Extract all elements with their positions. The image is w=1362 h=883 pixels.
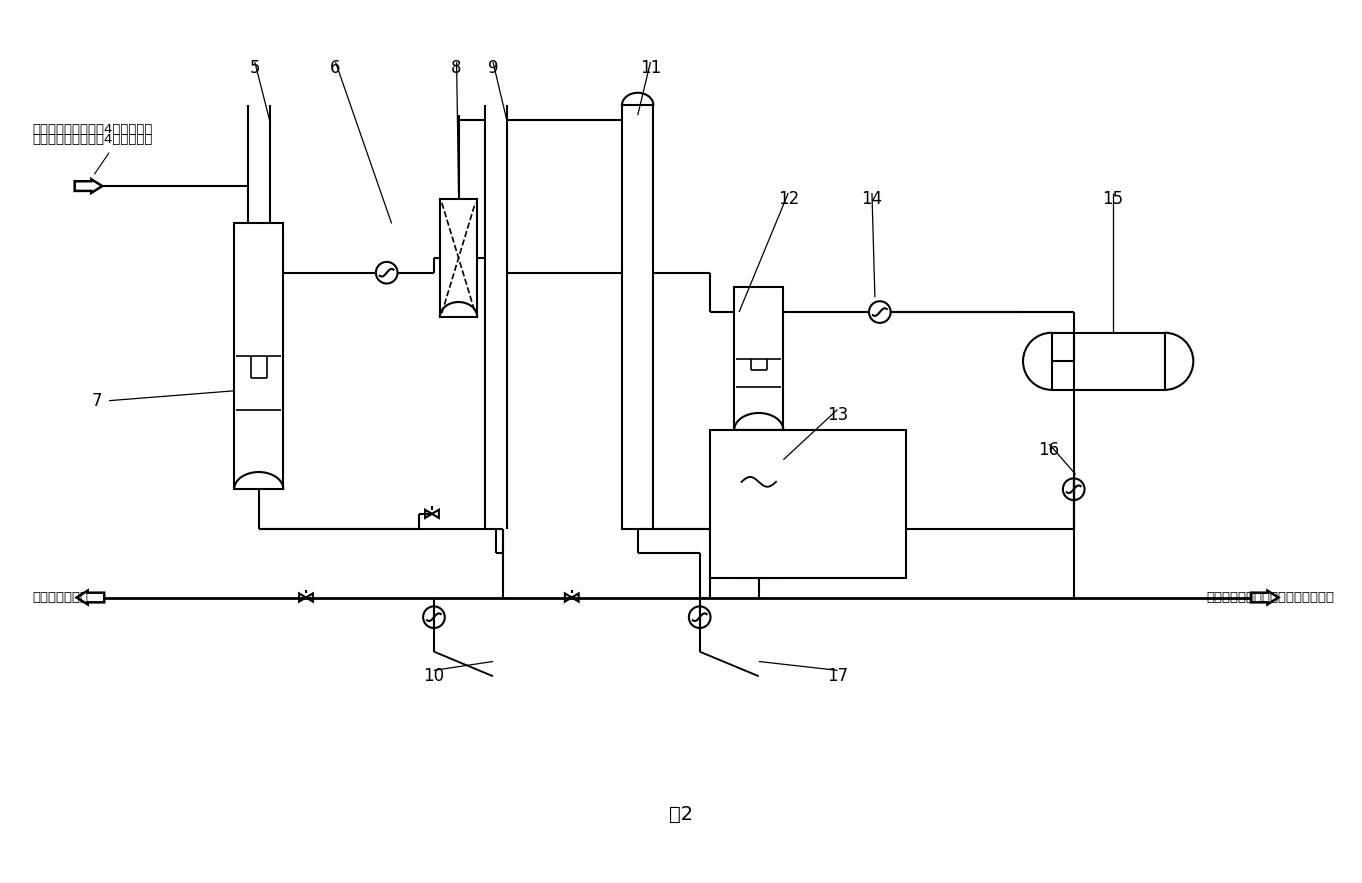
- Bar: [734, 288, 783, 430]
- Text: 粗丙醛去气提塔: 粗丙醛去气提塔: [33, 591, 89, 604]
- Text: 10: 10: [424, 668, 444, 685]
- Text: 9: 9: [488, 59, 498, 77]
- Text: 5: 5: [249, 59, 260, 77]
- Bar: [440, 199, 477, 317]
- Text: 6: 6: [330, 59, 340, 77]
- Bar: [710, 430, 906, 577]
- Text: 8: 8: [451, 59, 462, 77]
- Bar: [234, 223, 283, 489]
- Text: 12: 12: [778, 190, 799, 208]
- Text: 15: 15: [1102, 190, 1124, 208]
- Text: 16: 16: [1039, 441, 1060, 459]
- Text: 13: 13: [827, 406, 849, 425]
- Text: 来自第二合成反应器4的合成产物: 来自第二合成反应器4的合成产物: [33, 133, 153, 147]
- Bar: [622, 105, 654, 529]
- Bar: [1051, 333, 1165, 389]
- Text: 图2: 图2: [669, 804, 693, 824]
- Text: 催化剂的丙醛溶液去第一合成反应器: 催化剂的丙醛溶液去第一合成反应器: [1207, 591, 1335, 604]
- Text: 11: 11: [640, 59, 661, 77]
- Text: 14: 14: [861, 190, 883, 208]
- Text: 7: 7: [93, 392, 102, 410]
- Bar: [734, 430, 783, 577]
- Text: 来自第二合成反应器4的合成产物: 来自第二合成反应器4的合成产物: [33, 124, 153, 137]
- Text: 17: 17: [827, 668, 849, 685]
